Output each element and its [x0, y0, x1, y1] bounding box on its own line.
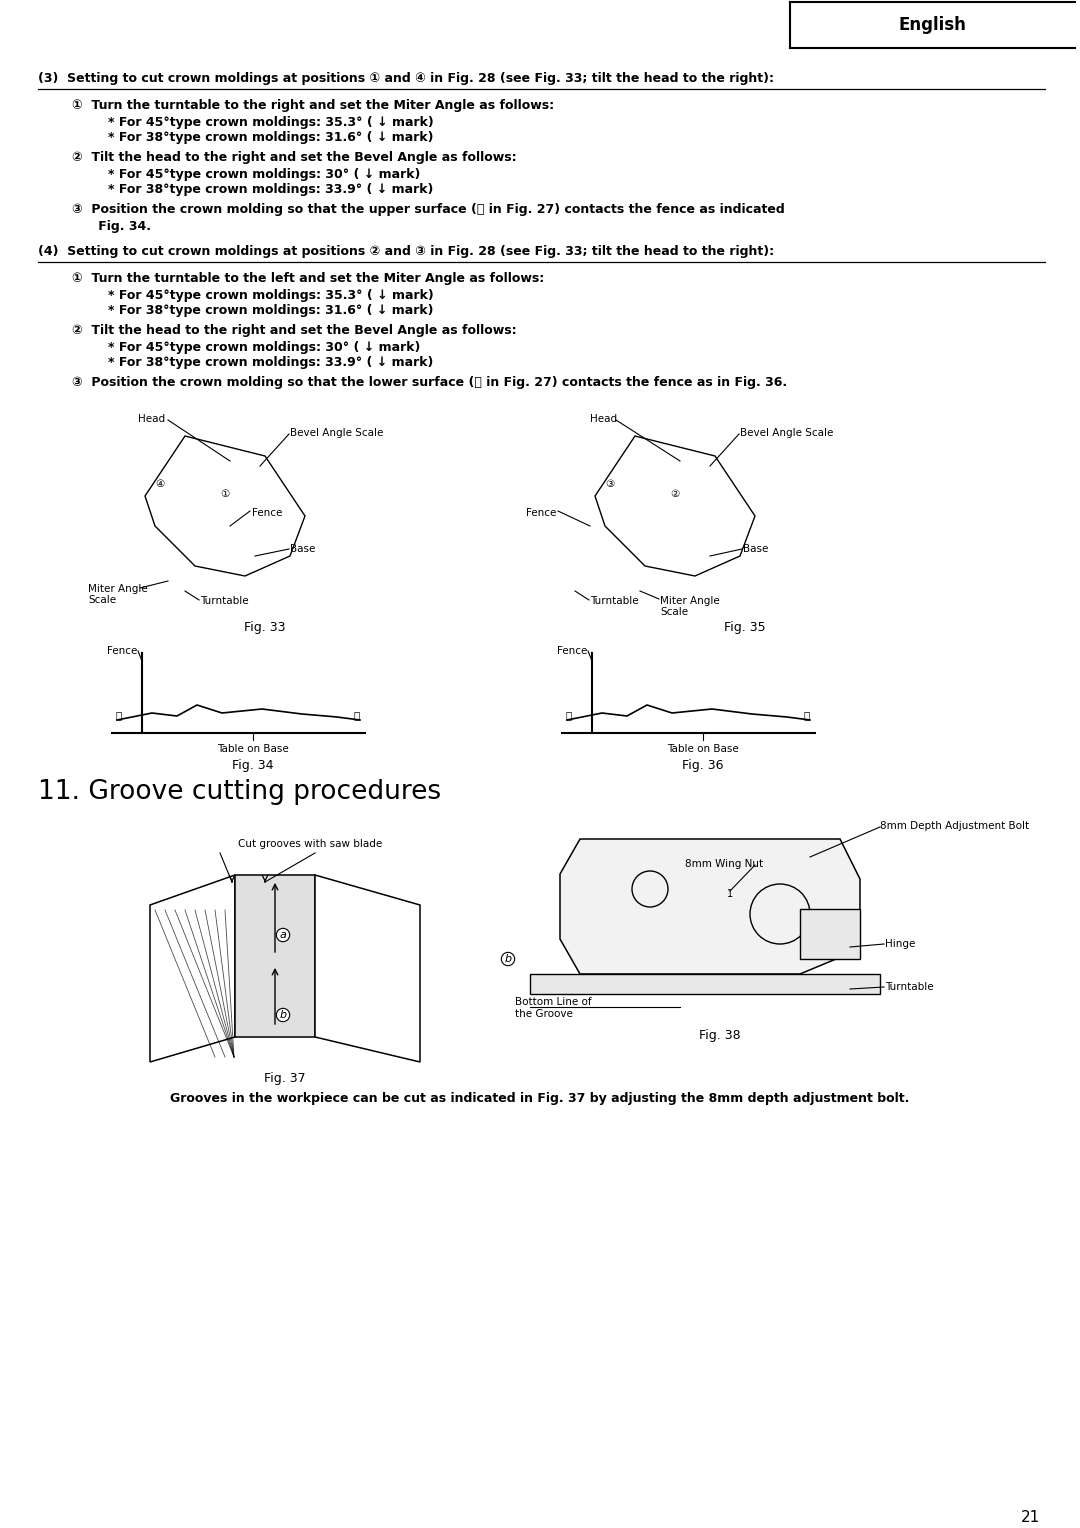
- Text: Head: Head: [590, 414, 617, 423]
- Text: 11. Groove cutting procedures: 11. Groove cutting procedures: [38, 779, 441, 805]
- Text: * For 45°type crown moldings: 30° ( ↓ mark): * For 45°type crown moldings: 30° ( ↓ ma…: [108, 168, 420, 180]
- Text: Turntable: Turntable: [200, 596, 248, 607]
- Text: Fig. 33: Fig. 33: [244, 620, 286, 634]
- Text: 21: 21: [1021, 1510, 1040, 1525]
- Text: Fence: Fence: [526, 507, 556, 518]
- Polygon shape: [530, 973, 880, 995]
- Text: b: b: [504, 953, 512, 964]
- Text: a: a: [280, 931, 286, 940]
- Text: b: b: [280, 1010, 286, 1021]
- Text: Turntable: Turntable: [590, 596, 638, 607]
- Text: Ⓐ: Ⓐ: [354, 711, 360, 720]
- Text: ②: ②: [671, 489, 679, 500]
- Text: Ⓐ: Ⓐ: [566, 711, 572, 720]
- Text: Turntable: Turntable: [885, 983, 933, 992]
- Text: ②  Tilt the head to the right and set the Bevel Angle as follows:: ② Tilt the head to the right and set the…: [72, 324, 516, 338]
- Text: Miter Angle: Miter Angle: [87, 584, 148, 594]
- Text: Hinge: Hinge: [885, 940, 916, 949]
- Text: ②  Tilt the head to the right and set the Bevel Angle as follows:: ② Tilt the head to the right and set the…: [72, 151, 516, 163]
- Text: Ⓑ: Ⓑ: [116, 711, 122, 720]
- Polygon shape: [315, 876, 420, 1062]
- Text: Scale: Scale: [660, 607, 688, 617]
- Text: Base: Base: [743, 544, 768, 555]
- Text: Bevel Angle Scale: Bevel Angle Scale: [291, 428, 383, 439]
- Text: Fence: Fence: [107, 646, 137, 656]
- Text: Bottom Line of
the Groove: Bottom Line of the Groove: [515, 996, 592, 1019]
- Text: 8mm Depth Adjustment Bolt: 8mm Depth Adjustment Bolt: [880, 821, 1029, 831]
- Text: * For 38°type crown moldings: 33.9° ( ↓ mark): * For 38°type crown moldings: 33.9° ( ↓ …: [108, 183, 433, 196]
- Text: 8mm Wing Nut: 8mm Wing Nut: [685, 859, 764, 869]
- Text: * For 45°type crown moldings: 35.3° ( ↓ mark): * For 45°type crown moldings: 35.3° ( ↓ …: [108, 289, 434, 303]
- Text: Cut grooves with saw blade: Cut grooves with saw blade: [238, 839, 382, 850]
- Text: * For 38°type crown moldings: 31.6° ( ↓ mark): * For 38°type crown moldings: 31.6° ( ↓ …: [108, 131, 433, 144]
- Text: 1: 1: [727, 889, 733, 898]
- Text: * For 45°type crown moldings: 30° ( ↓ mark): * For 45°type crown moldings: 30° ( ↓ ma…: [108, 341, 420, 354]
- Text: ③  Position the crown molding so that the upper surface (Ⓑ in Fig. 27) contacts : ③ Position the crown molding so that the…: [72, 203, 785, 215]
- Text: Ⓑ: Ⓑ: [804, 711, 810, 720]
- Text: Bevel Angle Scale: Bevel Angle Scale: [740, 428, 834, 439]
- Text: Table on Base: Table on Base: [667, 744, 739, 753]
- Text: Fig. 34: Fig. 34: [232, 759, 273, 772]
- Text: Miter Angle: Miter Angle: [660, 596, 719, 607]
- Text: ③: ③: [606, 478, 615, 489]
- Text: English: English: [899, 15, 967, 34]
- Text: Fence: Fence: [252, 507, 282, 518]
- Text: ③  Position the crown molding so that the lower surface (Ⓐ in Fig. 27) contacts : ③ Position the crown molding so that the…: [72, 376, 787, 390]
- Text: ④: ④: [156, 478, 164, 489]
- Text: ①  Turn the turntable to the left and set the Miter Angle as follows:: ① Turn the turntable to the left and set…: [72, 272, 544, 286]
- Text: Fence: Fence: [556, 646, 588, 656]
- Text: Fig. 36: Fig. 36: [683, 759, 724, 772]
- Text: ①: ①: [220, 489, 230, 500]
- Text: Head: Head: [138, 414, 165, 423]
- Text: * For 38°type crown moldings: 31.6° ( ↓ mark): * For 38°type crown moldings: 31.6° ( ↓ …: [108, 304, 433, 316]
- Text: * For 38°type crown moldings: 33.9° ( ↓ mark): * For 38°type crown moldings: 33.9° ( ↓ …: [108, 356, 433, 368]
- Polygon shape: [561, 839, 860, 973]
- Text: ①  Turn the turntable to the right and set the Miter Angle as follows:: ① Turn the turntable to the right and se…: [72, 99, 554, 112]
- Text: Scale: Scale: [87, 594, 117, 605]
- Text: (4)  Setting to cut crown moldings at positions ② and ③ in Fig. 28 (see Fig. 33;: (4) Setting to cut crown moldings at pos…: [38, 244, 774, 258]
- Text: Base: Base: [291, 544, 315, 555]
- Text: * For 45°type crown moldings: 35.3° ( ↓ mark): * For 45°type crown moldings: 35.3° ( ↓ …: [108, 116, 434, 128]
- Text: (3)  Setting to cut crown moldings at positions ① and ④ in Fig. 28 (see Fig. 33;: (3) Setting to cut crown moldings at pos…: [38, 72, 774, 86]
- Polygon shape: [800, 909, 860, 960]
- Text: Fig. 38: Fig. 38: [699, 1028, 741, 1042]
- Polygon shape: [150, 876, 235, 1062]
- Text: Table on Base: Table on Base: [217, 744, 288, 753]
- Text: Grooves in the workpiece can be cut as indicated in Fig. 37 by adjusting the 8mm: Grooves in the workpiece can be cut as i…: [171, 1093, 909, 1105]
- Text: Fig. 37: Fig. 37: [265, 1073, 306, 1085]
- Text: Fig. 34.: Fig. 34.: [72, 220, 151, 232]
- Text: Fig. 35: Fig. 35: [725, 620, 766, 634]
- Polygon shape: [235, 876, 315, 1038]
